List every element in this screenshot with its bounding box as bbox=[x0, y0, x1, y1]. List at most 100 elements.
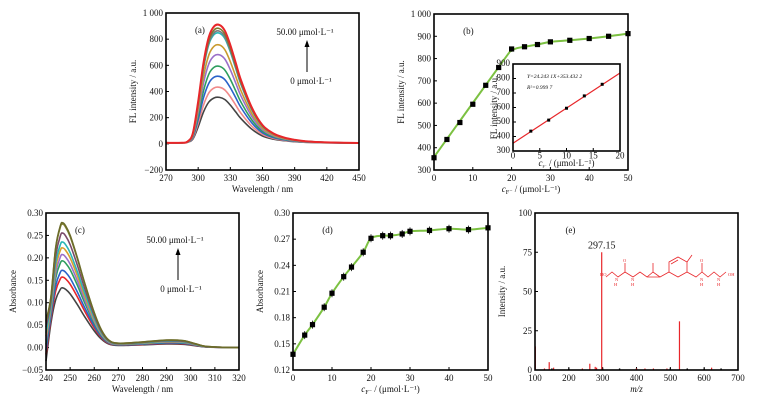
y-tick-label: 25 bbox=[523, 326, 533, 336]
y-tick-label: 0 bbox=[528, 365, 533, 375]
structure-atom-label: OH bbox=[728, 272, 735, 277]
data-point bbox=[348, 264, 355, 270]
data-point bbox=[302, 332, 308, 338]
y-tick-label: 800 bbox=[418, 54, 432, 64]
spectrum-curve-2 bbox=[165, 75, 360, 144]
y-tick-label: 500 bbox=[497, 116, 511, 126]
data-point bbox=[380, 233, 386, 239]
x-tick-label: 600 bbox=[697, 373, 711, 383]
x-tick-label: 450 bbox=[352, 173, 366, 183]
x-tick-label: 15 bbox=[589, 151, 599, 161]
y-tick-label: 50 bbox=[523, 287, 533, 297]
x-tick-label: 270 bbox=[159, 173, 173, 183]
x-axis-label-var: c bbox=[361, 384, 365, 394]
x-tick-label: 0 bbox=[511, 151, 516, 161]
inset-frame bbox=[512, 63, 621, 152]
structure-atom-label: N bbox=[717, 277, 721, 282]
y-tick-label: 1 000 bbox=[411, 9, 432, 19]
x-tick-label: 200 bbox=[562, 373, 576, 383]
x-axis-label-var: c bbox=[502, 184, 506, 194]
inset-data-point bbox=[600, 82, 604, 86]
y-tick-label: −200 bbox=[144, 165, 163, 175]
y-tick-label: 100 bbox=[519, 208, 533, 218]
data-point bbox=[547, 39, 553, 45]
x-axis-label-sub: F⁻ bbox=[543, 165, 547, 169]
panel-inset-axes: 0 5 10 15 20 300 400 500 600 700 800 900 FL intensit… bbox=[489, 58, 625, 169]
y-tick-label: 600 bbox=[497, 101, 511, 111]
absorbance-curve-9 bbox=[45, 221, 240, 349]
arrow-head-icon bbox=[175, 248, 181, 255]
data-point bbox=[368, 235, 374, 241]
y-tick-label: 0.20 bbox=[27, 253, 43, 263]
absorbance-curve-0 bbox=[45, 286, 240, 362]
x-axis-label: Wavelength / nm bbox=[112, 384, 173, 394]
x-tick-label: 300 bbox=[184, 373, 198, 383]
y-tick-label: 0.15 bbox=[27, 275, 43, 285]
inset-r-squared: R²=0.999 7 bbox=[526, 85, 552, 91]
y-tick-label: 900 bbox=[418, 31, 432, 41]
x-tick-label: 0 bbox=[291, 373, 296, 383]
x-tick-label: 100 bbox=[528, 373, 542, 383]
data-point bbox=[606, 33, 612, 39]
data-point bbox=[329, 290, 335, 296]
y-axis-label: Absorbance bbox=[8, 270, 18, 313]
inset-data-point bbox=[565, 106, 568, 110]
x-axis-label: Wavelength / nm bbox=[232, 184, 293, 194]
structure-atom-label: N bbox=[700, 277, 704, 282]
inset-equation: Y=24.243 1X+353.432 2 bbox=[527, 73, 582, 80]
data-point bbox=[399, 231, 405, 237]
data-point bbox=[341, 274, 347, 280]
panel-label: (c) bbox=[75, 225, 85, 235]
data-point bbox=[457, 119, 463, 126]
x-tick-label: 10 bbox=[328, 373, 338, 383]
x-tick-label: 420 bbox=[320, 173, 334, 183]
annotation-min-concentration: 0 μmol·L⁻¹ bbox=[290, 76, 332, 86]
structure-atom-label: H bbox=[700, 282, 704, 287]
y-tick-label: 300 bbox=[497, 145, 511, 155]
y-tick-label: 600 bbox=[150, 60, 164, 70]
y-tick-label: 0.25 bbox=[27, 230, 43, 240]
panel-d-frame bbox=[292, 212, 489, 371]
data-point bbox=[321, 304, 327, 310]
x-tick-label: 310 bbox=[208, 373, 222, 383]
data-point bbox=[407, 228, 413, 234]
y-tick-label: −0.05 bbox=[22, 365, 43, 375]
structure-atom-label: H bbox=[614, 282, 618, 287]
structure-atom-label: O bbox=[700, 258, 704, 263]
structure-atom-label: N bbox=[631, 277, 635, 282]
y-tick-label: 0.21 bbox=[274, 287, 290, 297]
trend-line bbox=[292, 226, 489, 355]
x-tick-label: 40 bbox=[585, 173, 595, 183]
y-tick-label: 0.27 bbox=[274, 234, 290, 244]
x-axis-label-units: / (μmol·L⁻¹) bbox=[547, 158, 595, 168]
x-tick-label: 10 bbox=[562, 151, 572, 161]
panel-b-frame bbox=[433, 13, 629, 171]
x-tick-label: 5 bbox=[538, 151, 543, 161]
data-point bbox=[387, 233, 394, 239]
data-point bbox=[567, 37, 573, 43]
panel-label: (b) bbox=[463, 26, 474, 36]
arrow-head-icon bbox=[304, 40, 310, 47]
inset-data-point bbox=[582, 94, 586, 98]
y-tick-label: 0.30 bbox=[27, 208, 43, 218]
y-tick-label: 600 bbox=[418, 98, 432, 108]
y-tick-label: 1 000 bbox=[143, 8, 164, 18]
panel-c-axes: 240 250 260 270 280 290 300 310 320 −0.05 0.00 0.05… bbox=[8, 208, 246, 394]
annotation-min-concentration: 0 μmol·L⁻¹ bbox=[160, 284, 202, 294]
data-point bbox=[444, 136, 450, 143]
y-tick-label: 200 bbox=[150, 113, 164, 123]
molecular-structure-icon bbox=[605, 254, 727, 278]
y-tick-label: 0.00 bbox=[27, 343, 43, 353]
x-tick-label: 20 bbox=[507, 173, 517, 183]
x-axis-label-sub: F⁻ bbox=[365, 389, 372, 396]
panel-a-axes: 270 300 330 360 390 420 450 −200 0 200 400 600 800 1 … bbox=[128, 8, 366, 194]
x-tick-label: 320 bbox=[232, 373, 246, 383]
y-axis-label: FL intensity / a.u. bbox=[128, 60, 138, 123]
data-point bbox=[470, 101, 476, 107]
x-tick-label: 250 bbox=[63, 373, 77, 383]
x-tick-label: 390 bbox=[288, 173, 302, 183]
structure-atom-label: O bbox=[623, 258, 627, 263]
x-tick-label: 280 bbox=[136, 373, 150, 383]
x-tick-label: 30 bbox=[546, 173, 556, 183]
y-tick-label: 0.12 bbox=[274, 365, 290, 375]
